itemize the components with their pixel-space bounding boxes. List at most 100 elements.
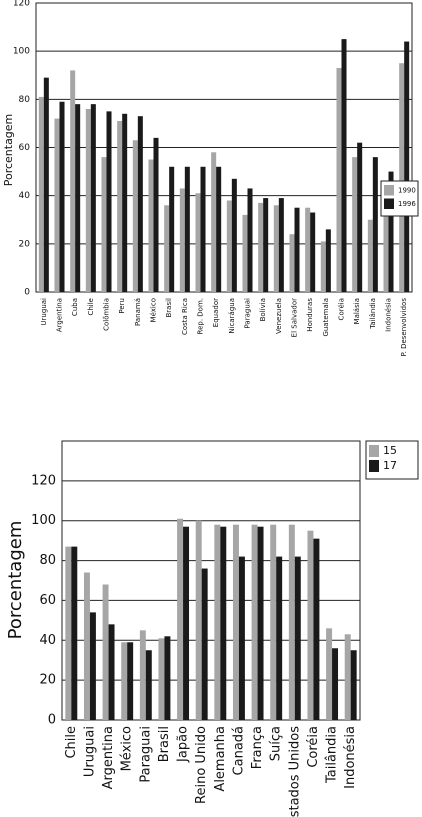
bar [238,556,245,720]
x-tick-label: Chile [64,726,79,759]
y-tick-label: 20 [39,673,56,688]
bar [145,650,152,720]
x-tick-label: El Salvador [291,298,299,337]
bar [399,63,405,293]
bar [344,634,351,720]
x-tick-label: Argentina [101,726,116,789]
bar [350,650,357,720]
y-tick-label: 100 [31,513,56,528]
x-tick-label: Chile [87,298,95,316]
bar [102,584,109,720]
y-axis-label: Porcentagem [5,521,26,640]
x-tick-label: Brasil [157,726,172,762]
bar [226,200,232,292]
legend-label: 15 [383,444,397,457]
bar [242,214,248,292]
bar [65,546,72,720]
bar [220,526,227,720]
x-tick-label: Indonésia [385,298,393,332]
bar [179,188,185,292]
bar [326,628,333,720]
bar [288,524,295,720]
bar [121,642,128,720]
x-tick-label: Suíça [269,726,284,761]
x-tick-label: México [120,726,135,771]
bar [307,530,314,720]
bar [184,166,190,292]
bar [169,166,175,292]
legend-swatch [369,460,379,472]
y-tick-label: 60 [39,593,56,608]
x-tick-label: Indonésia [343,726,358,789]
bar [367,219,373,292]
x-tick-label: Paraguai [244,298,252,329]
x-tick-label: Peru [118,298,126,314]
bar [257,526,264,720]
x-tick-label: Argentina [56,298,64,332]
x-tick-label: Uruguai [40,298,48,326]
legend-label: 17 [383,459,397,472]
bar [294,207,300,292]
x-tick-label: França [250,726,265,769]
bar [195,520,202,720]
bar [251,524,258,720]
bar [216,166,222,292]
bar [137,116,143,292]
bar [43,77,49,293]
bar [201,568,208,720]
bar [122,113,128,293]
bar [278,198,284,292]
x-tick-label: Guatemala [322,298,330,337]
bar [305,207,311,292]
bar [90,104,96,293]
x-tick-label: Costa Rica [181,298,189,335]
bar [388,171,394,292]
bar [127,642,134,720]
x-tick-label: Colômbia [103,298,111,331]
x-tick-label: P. Desenvolvidos [400,298,408,357]
x-tick-label: México [150,298,158,322]
bar [106,111,112,292]
bar [164,205,170,292]
bar [357,142,363,292]
x-tick-label: Uruguai [82,726,97,777]
legend-label: 1996 [398,200,416,208]
bar [289,234,295,292]
bar [132,140,138,292]
x-tick-label: Estados Unidos [287,726,302,817]
legend-swatch [384,198,394,209]
x-tick-label: Rep. Dom. [197,298,205,334]
bar [108,624,115,720]
bar [101,157,107,292]
bar [276,556,283,720]
bar [211,152,217,292]
x-tick-label: Paraguai [138,726,153,783]
bar [332,648,339,720]
bar [158,638,165,720]
bar [320,241,326,292]
bar [310,212,316,292]
bar [148,159,154,292]
x-tick-label: Japão [176,726,191,763]
bar [117,121,123,292]
bar [383,190,389,292]
bar [164,636,171,720]
bar [263,198,269,292]
bar [38,96,44,292]
bar [231,178,237,292]
bar [75,104,81,293]
x-tick-label: Honduras [306,298,314,332]
x-tick-label: Malásia [353,298,361,324]
bar [54,118,60,292]
x-tick-label: Brasil [165,298,173,318]
y-tick-label: 80 [19,95,31,105]
x-tick-label: Canadá [231,726,246,775]
y-tick-label: 120 [31,473,56,488]
bar [232,524,239,720]
bar [59,101,65,292]
legend-swatch [369,445,379,457]
bar [325,229,331,292]
x-tick-label: Equador [212,298,220,327]
bar [273,205,279,292]
bar [270,524,277,720]
